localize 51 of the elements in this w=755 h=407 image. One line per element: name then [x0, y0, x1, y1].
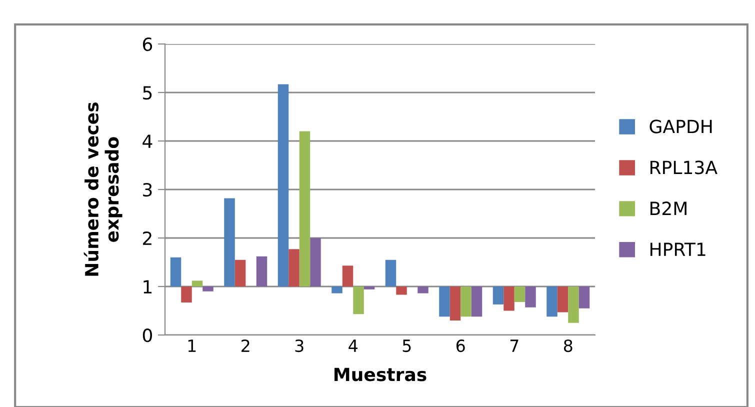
bar — [256, 256, 268, 286]
x-tick-label: 8 — [564, 339, 572, 352]
bar — [546, 286, 558, 317]
legend-label: B2M — [650, 202, 686, 215]
bar — [514, 286, 526, 302]
bar — [460, 286, 472, 317]
bar — [332, 286, 342, 294]
bar — [224, 198, 235, 286]
bar — [278, 84, 289, 286]
bar — [192, 280, 203, 286]
bar — [170, 257, 182, 286]
y-tick-label: 4 — [142, 134, 152, 148]
bar — [385, 260, 396, 286]
x-tick-label: 4 — [348, 340, 358, 352]
bar — [439, 286, 450, 317]
bar — [450, 286, 461, 320]
bar — [181, 286, 192, 303]
x-tick-label: 5 — [402, 340, 411, 352]
x-tick-label: 7 — [510, 340, 518, 352]
y-tick-label: 6 — [142, 37, 152, 52]
bar — [568, 286, 579, 323]
y-tick-label: 0 — [142, 328, 152, 342]
bar — [525, 286, 536, 308]
bar — [310, 238, 321, 286]
x-tick-label: 1 — [188, 340, 196, 352]
legend-label: RPL13A — [650, 160, 718, 174]
y-tick-label: 2 — [143, 231, 152, 245]
x-tick-label: 2 — [242, 339, 250, 352]
bar — [396, 286, 407, 295]
bar — [471, 286, 482, 317]
bar — [342, 266, 354, 286]
y-axis-title: Número de veces expresado — [84, 102, 122, 276]
y-tick-label: 5 — [143, 86, 152, 100]
bar — [504, 286, 514, 311]
x-axis-title: Muestras — [334, 368, 426, 382]
legend-label: HPRT1 — [650, 242, 706, 256]
bar — [418, 286, 428, 294]
x-tick-label: 3 — [295, 339, 304, 352]
bar — [492, 286, 504, 304]
legend-label: GAPDH — [650, 120, 712, 134]
bar — [288, 249, 300, 286]
y-tick-label: 1 — [144, 280, 152, 294]
x-tick-label: 6 — [456, 339, 465, 352]
bar — [299, 131, 310, 286]
bar — [557, 286, 568, 312]
bar — [353, 286, 364, 314]
y-tick-label: 3 — [143, 182, 152, 197]
bar — [202, 286, 214, 292]
bar — [578, 286, 590, 308]
bar — [364, 286, 375, 290]
bar — [234, 260, 246, 286]
